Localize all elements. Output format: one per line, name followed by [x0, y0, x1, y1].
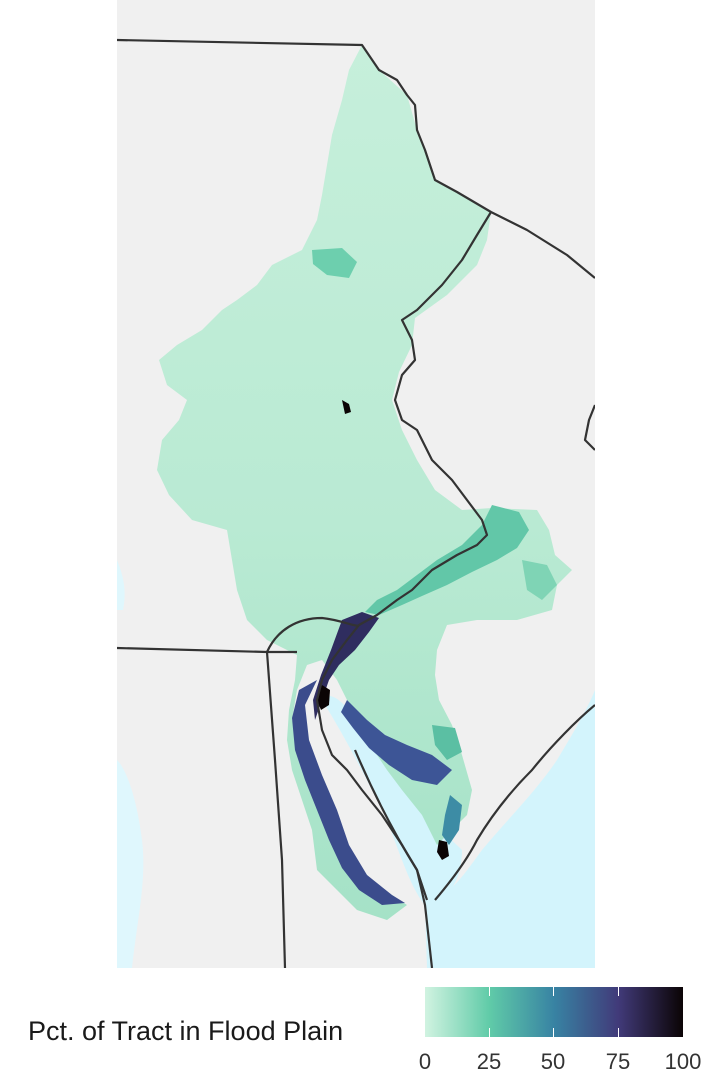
- bay-shore-tracts-east: [341, 700, 452, 785]
- colorbar-label-0: 0: [418, 1049, 432, 1074]
- delaware-bay-water: [322, 695, 462, 905]
- legend-title: Pct. of Tract in Flood Plain: [28, 1016, 344, 1046]
- chesapeake-water: [117, 760, 144, 968]
- tract-patch-north: [312, 248, 357, 278]
- river-mouth-tracts: [313, 612, 379, 720]
- colorbar-tick-75: [618, 987, 619, 1037]
- boundary-pa-nj: [315, 211, 492, 901]
- max-flood-tract-inland: [342, 400, 351, 414]
- bay-shore-tracts-west: [292, 680, 405, 905]
- legend-colorbar: [425, 987, 683, 1037]
- colorbar-label-50: 50: [540, 1049, 566, 1074]
- atlantic-ocean-water: [425, 690, 595, 968]
- colorbar-label-75: 75: [605, 1049, 631, 1074]
- state-boundaries: [117, 38, 595, 968]
- flood-plain-map: [117, 0, 595, 968]
- river-water: [117, 560, 125, 610]
- boundary-de-md: [265, 651, 287, 968]
- colorbar-label-100: 100: [664, 1049, 702, 1074]
- boundary-ny-pa-north: [117, 38, 595, 279]
- colorbar-tick-50: [553, 987, 554, 1037]
- boundary-nj-coast: [434, 704, 595, 901]
- tract-patch-south: [432, 725, 462, 760]
- southern-cape-tracts: [442, 795, 462, 845]
- study-area-tracts: [157, 45, 572, 920]
- tract-patch-east: [522, 560, 557, 600]
- boundary-ny-nj-east: [583, 404, 595, 451]
- boundary-de-bay: [353, 749, 434, 968]
- colorbar-tick-25: [489, 987, 490, 1037]
- max-flood-tract-cape: [437, 840, 449, 860]
- boundary-de-circle: [265, 616, 360, 653]
- colorbar-label-25: 25: [476, 1049, 502, 1074]
